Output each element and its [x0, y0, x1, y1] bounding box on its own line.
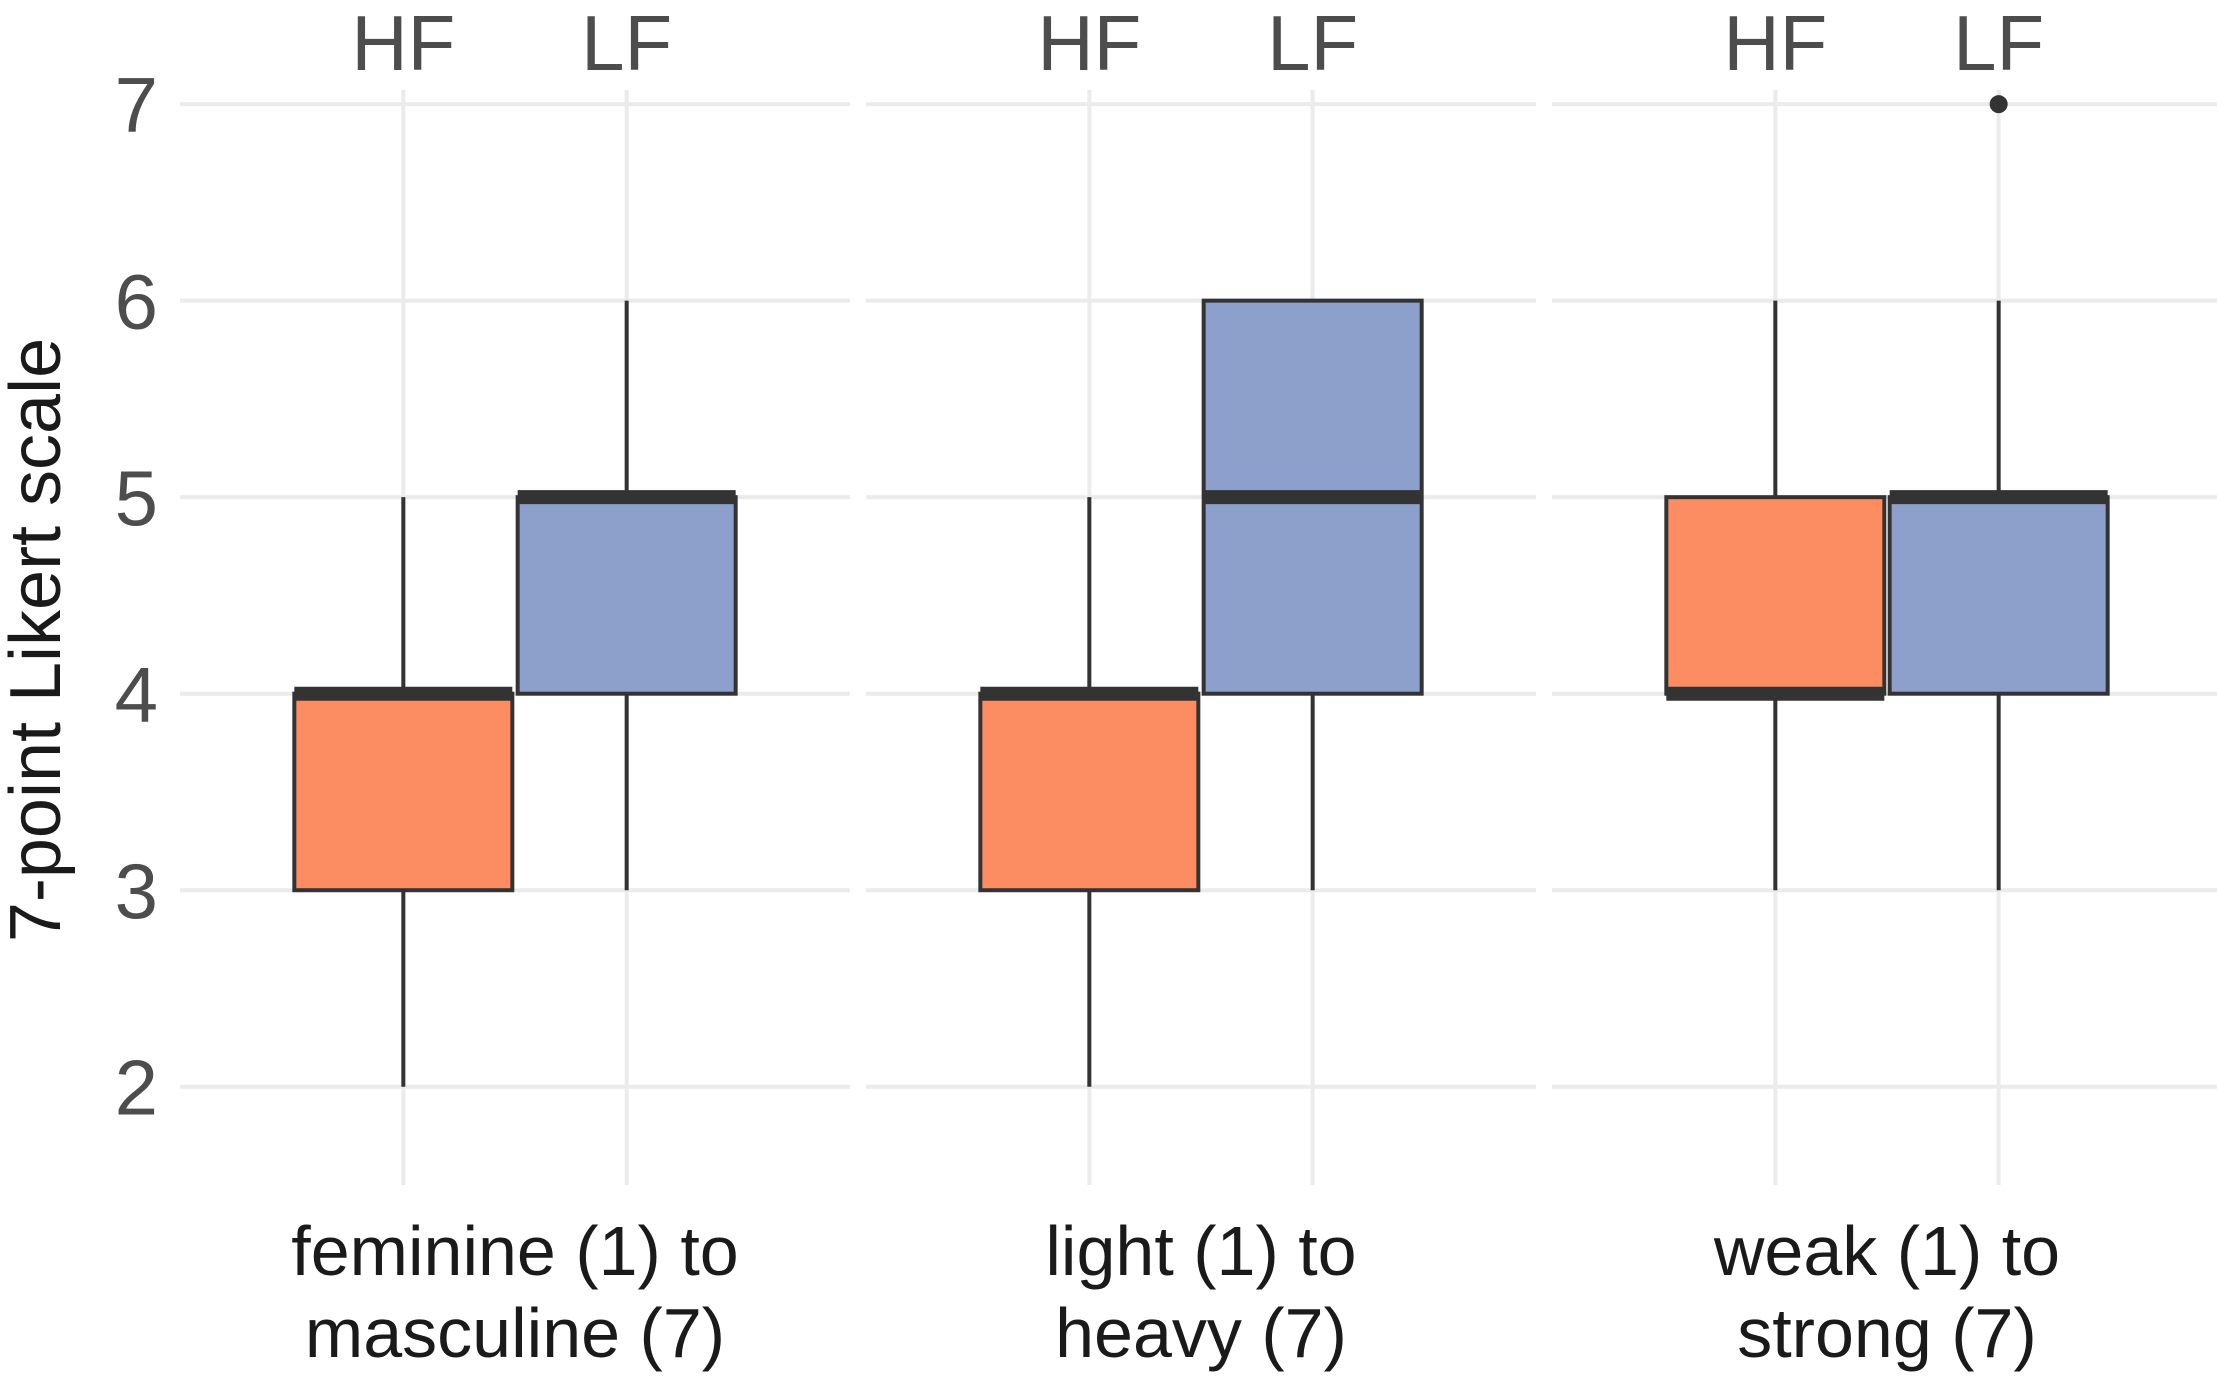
box-lf: [515, 300, 738, 891]
iqr-box: [1887, 495, 2110, 696]
group-label-lf: LF: [581, 0, 672, 87]
facet-label-line-2: heavy (7): [1055, 1294, 1347, 1372]
y-tick-label-2: 2: [115, 1044, 158, 1132]
iqr-box: [1664, 495, 1887, 696]
box-lf: [1201, 298, 1424, 891]
group-label-lf: LF: [1267, 0, 1358, 87]
group-label-hf: HF: [351, 0, 455, 87]
iqr-box: [515, 495, 738, 696]
group-label-hf: HF: [1723, 0, 1827, 87]
y-axis-tick-labels: 2 3 4 5 6 7: [115, 61, 158, 1132]
y-tick-label-4: 4: [115, 651, 158, 739]
iqr-box: [292, 691, 515, 893]
facet-label-line-1: weak (1) to: [1713, 1212, 2060, 1290]
facet-label-line-2: masculine (7): [305, 1294, 725, 1372]
facet-label-line-1: light (1) to: [1045, 1212, 1356, 1290]
y-tick-label-5: 5: [115, 454, 158, 542]
group-label-lf: LF: [1953, 0, 2044, 87]
y-tick-label-3: 3: [115, 847, 158, 935]
iqr-box: [978, 691, 1201, 893]
outlier-point: [1989, 95, 2008, 114]
facet-label-line-1: feminine (1) to: [291, 1212, 738, 1290]
box-hf: [1664, 300, 1887, 891]
facet-label-line-2: strong (7): [1737, 1294, 2037, 1372]
group-label-hf: HF: [1037, 0, 1141, 87]
y-axis-title: 7-point Likert scale: [0, 338, 76, 942]
y-tick-label-6: 6: [115, 258, 158, 346]
box-lf: [1887, 95, 2110, 891]
box-hf: [292, 497, 515, 1087]
y-tick-label-7: 7: [115, 61, 158, 149]
box-hf: [978, 497, 1201, 1087]
